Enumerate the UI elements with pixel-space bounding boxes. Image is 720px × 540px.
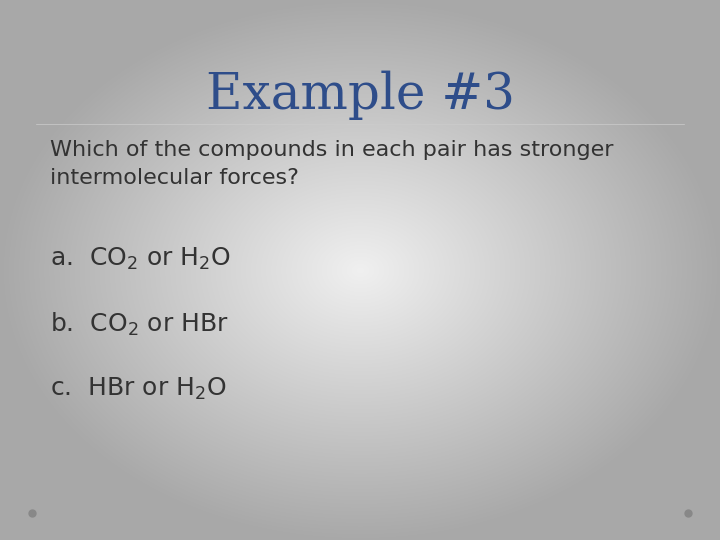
Text: Which of the compounds in each pair has stronger
intermolecular forces?: Which of the compounds in each pair has … <box>50 140 614 188</box>
Text: Example #3: Example #3 <box>205 70 515 120</box>
Text: b.  $\mathregular{CO_2}$ or HBr: b. $\mathregular{CO_2}$ or HBr <box>50 310 229 338</box>
Text: c.  HBr or $\mathregular{H_2O}$: c. HBr or $\mathregular{H_2O}$ <box>50 376 227 402</box>
Text: a.  $\mathregular{CO_2}$ or $\mathregular{H_2O}$: a. $\mathregular{CO_2}$ or $\mathregular… <box>50 246 231 272</box>
